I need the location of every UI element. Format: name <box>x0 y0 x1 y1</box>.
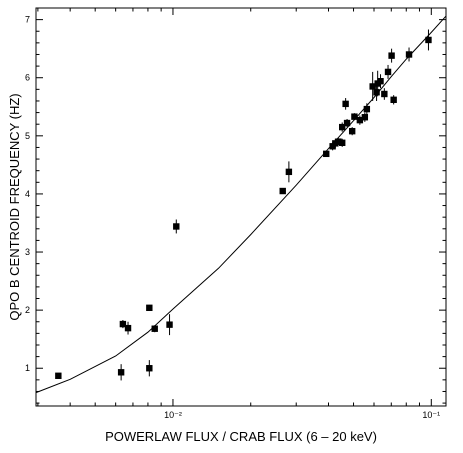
data-point <box>124 324 132 332</box>
data-point <box>335 138 342 145</box>
y-tick-label: 1 <box>25 363 30 373</box>
data-point <box>373 89 380 96</box>
data-point <box>339 123 346 131</box>
y-tick-label: 7 <box>25 15 30 25</box>
data-point <box>390 96 397 104</box>
data-point <box>279 187 286 195</box>
data-point <box>55 372 62 379</box>
tick-labels: 1 2 3 4 5 6 7 10⁻² 10⁻¹ <box>25 15 440 420</box>
data-point <box>343 119 351 127</box>
data-point <box>369 83 376 90</box>
plot-frame <box>35 7 447 407</box>
data-point <box>146 365 153 372</box>
data-point <box>381 90 388 98</box>
y-tick-label: 3 <box>25 247 30 257</box>
axis-ticks <box>36 8 446 406</box>
data-point <box>117 369 125 376</box>
x-tick-label: 10⁻² <box>164 410 182 420</box>
x-tick-label: 10⁻¹ <box>422 410 440 420</box>
data-point <box>388 52 395 59</box>
data-point <box>425 36 432 44</box>
data-point <box>173 223 180 230</box>
data-point <box>384 68 392 76</box>
data-point <box>348 127 356 135</box>
data-point <box>166 321 173 328</box>
y-axis-label: QPO B CENTROID FREQUENCY (HZ) <box>7 93 22 320</box>
x-axis-label: POWERLAW FLUX / CRAB FLUX (6 – 20 keV) <box>105 429 377 444</box>
y-tick-label: 5 <box>25 131 30 141</box>
data-point <box>351 113 358 120</box>
y-tick-label: 2 <box>25 305 30 315</box>
data-points <box>55 29 432 381</box>
data-point <box>119 320 127 328</box>
data-point <box>363 105 371 113</box>
data-point <box>323 150 330 158</box>
y-tick-label: 4 <box>25 189 30 199</box>
data-point <box>377 78 384 85</box>
data-point <box>356 116 364 124</box>
data-point <box>405 51 413 58</box>
fit-curve <box>35 15 447 394</box>
data-point <box>361 114 369 121</box>
data-point <box>342 100 349 108</box>
y-tick-label: 6 <box>25 73 30 83</box>
data-point <box>339 139 346 146</box>
data-point <box>285 168 293 176</box>
data-point <box>146 304 153 312</box>
data-point <box>151 325 158 332</box>
